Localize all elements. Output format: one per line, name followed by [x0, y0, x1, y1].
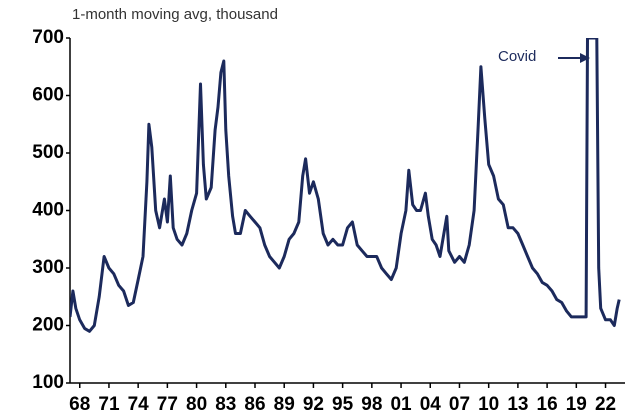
- x-tick-label: 04: [420, 394, 442, 415]
- x-tick-label: 95: [332, 394, 354, 415]
- y-tick-label: 600: [32, 85, 64, 106]
- x-tick-label: 77: [157, 394, 178, 415]
- y-tick-label: 500: [32, 142, 64, 163]
- x-tick-label: 01: [390, 394, 412, 415]
- data-line: [70, 38, 621, 333]
- x-tick-label: 71: [98, 394, 120, 415]
- annotation: Covid: [498, 48, 536, 65]
- y-tick-label: 400: [32, 200, 64, 221]
- y-tick-label: 300: [32, 257, 64, 278]
- y-tick-label: 700: [32, 27, 64, 48]
- y-tick-label: 200: [32, 315, 64, 336]
- x-tick-label: 83: [215, 394, 236, 415]
- x-tick-label: 19: [566, 394, 587, 415]
- y-tick-label: 100: [32, 372, 64, 393]
- x-tick-label: 13: [507, 394, 528, 415]
- arrow-head: [580, 53, 590, 63]
- x-tick-label: 74: [128, 394, 150, 415]
- x-tick-label: 98: [361, 394, 382, 415]
- x-tick-label: 10: [478, 394, 499, 415]
- x-tick-label: 80: [186, 394, 207, 415]
- x-tick-label: 07: [449, 394, 470, 415]
- x-tick-label: 86: [244, 394, 265, 415]
- x-tick-label: 89: [274, 394, 295, 415]
- x-tick-label: 22: [595, 394, 616, 415]
- x-tick-label: 68: [69, 394, 90, 415]
- chart-subtitle: 1-month moving avg, thousand: [72, 6, 278, 23]
- x-tick-label: 16: [537, 394, 558, 415]
- x-tick-label: 92: [303, 394, 324, 415]
